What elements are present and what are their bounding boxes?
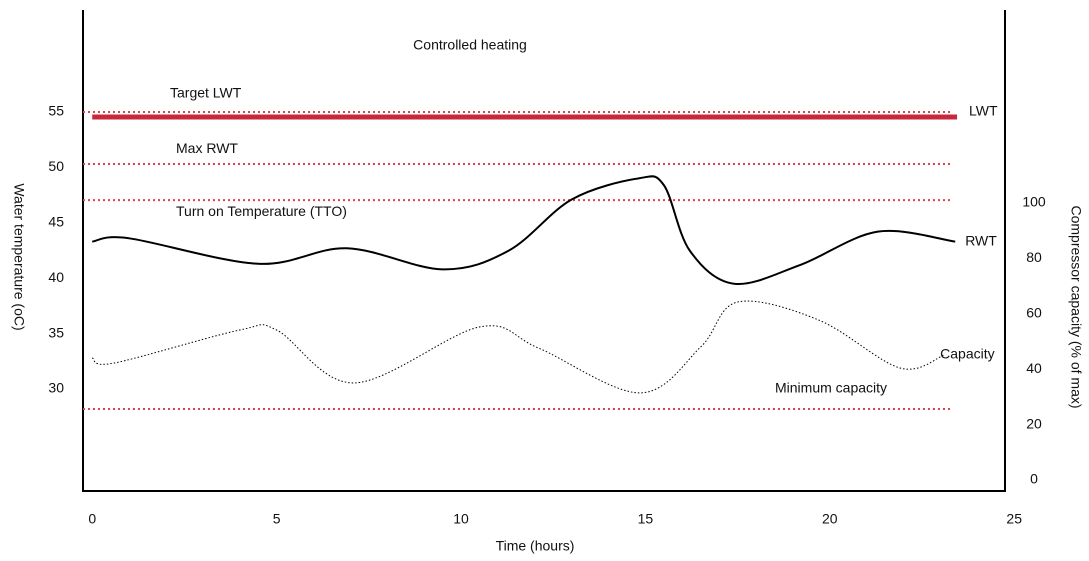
y2-tick-label: 80 (1026, 249, 1042, 265)
series-label: Capacity (940, 346, 994, 362)
y-tick-label: 45 (48, 213, 64, 229)
y2-axis-label: Compressor capacity (% of max) (1068, 205, 1084, 408)
reference-label: Target LWT (170, 85, 242, 101)
series-line (92, 175, 956, 286)
y2-tick-label: 0 (1030, 471, 1038, 487)
x-axis-label: Time (hours) (496, 538, 575, 554)
y-tick-label: 50 (48, 158, 64, 174)
x-tick-label: 0 (88, 511, 96, 527)
reference-label: Minimum capacity (775, 380, 887, 396)
y2-tick-label: 40 (1026, 360, 1042, 376)
reference-label: Turn on Temperature (TTO) (176, 203, 347, 219)
series-label: LWT (969, 103, 998, 119)
chart-title: Controlled heating (413, 37, 527, 53)
x-tick-label: 15 (638, 511, 654, 527)
y-axis-label: Water temperature (oC) (11, 183, 27, 330)
y-tick-label: 40 (48, 269, 64, 285)
reference-label: Max RWT (176, 140, 238, 156)
y-tick-label: 30 (48, 380, 64, 396)
y-tick-label: 55 (48, 103, 64, 119)
series-label: RWT (965, 232, 997, 248)
x-tick-label: 5 (273, 511, 281, 527)
y2-tick-label: 100 (1022, 194, 1046, 210)
y2-tick-label: 60 (1026, 304, 1042, 320)
x-tick-label: 25 (1006, 511, 1022, 527)
y2-tick-label: 20 (1026, 415, 1042, 431)
y-tick-label: 35 (48, 324, 64, 340)
series-line (91, 300, 945, 394)
x-tick-label: 10 (453, 511, 469, 527)
x-tick-label: 20 (822, 511, 838, 527)
